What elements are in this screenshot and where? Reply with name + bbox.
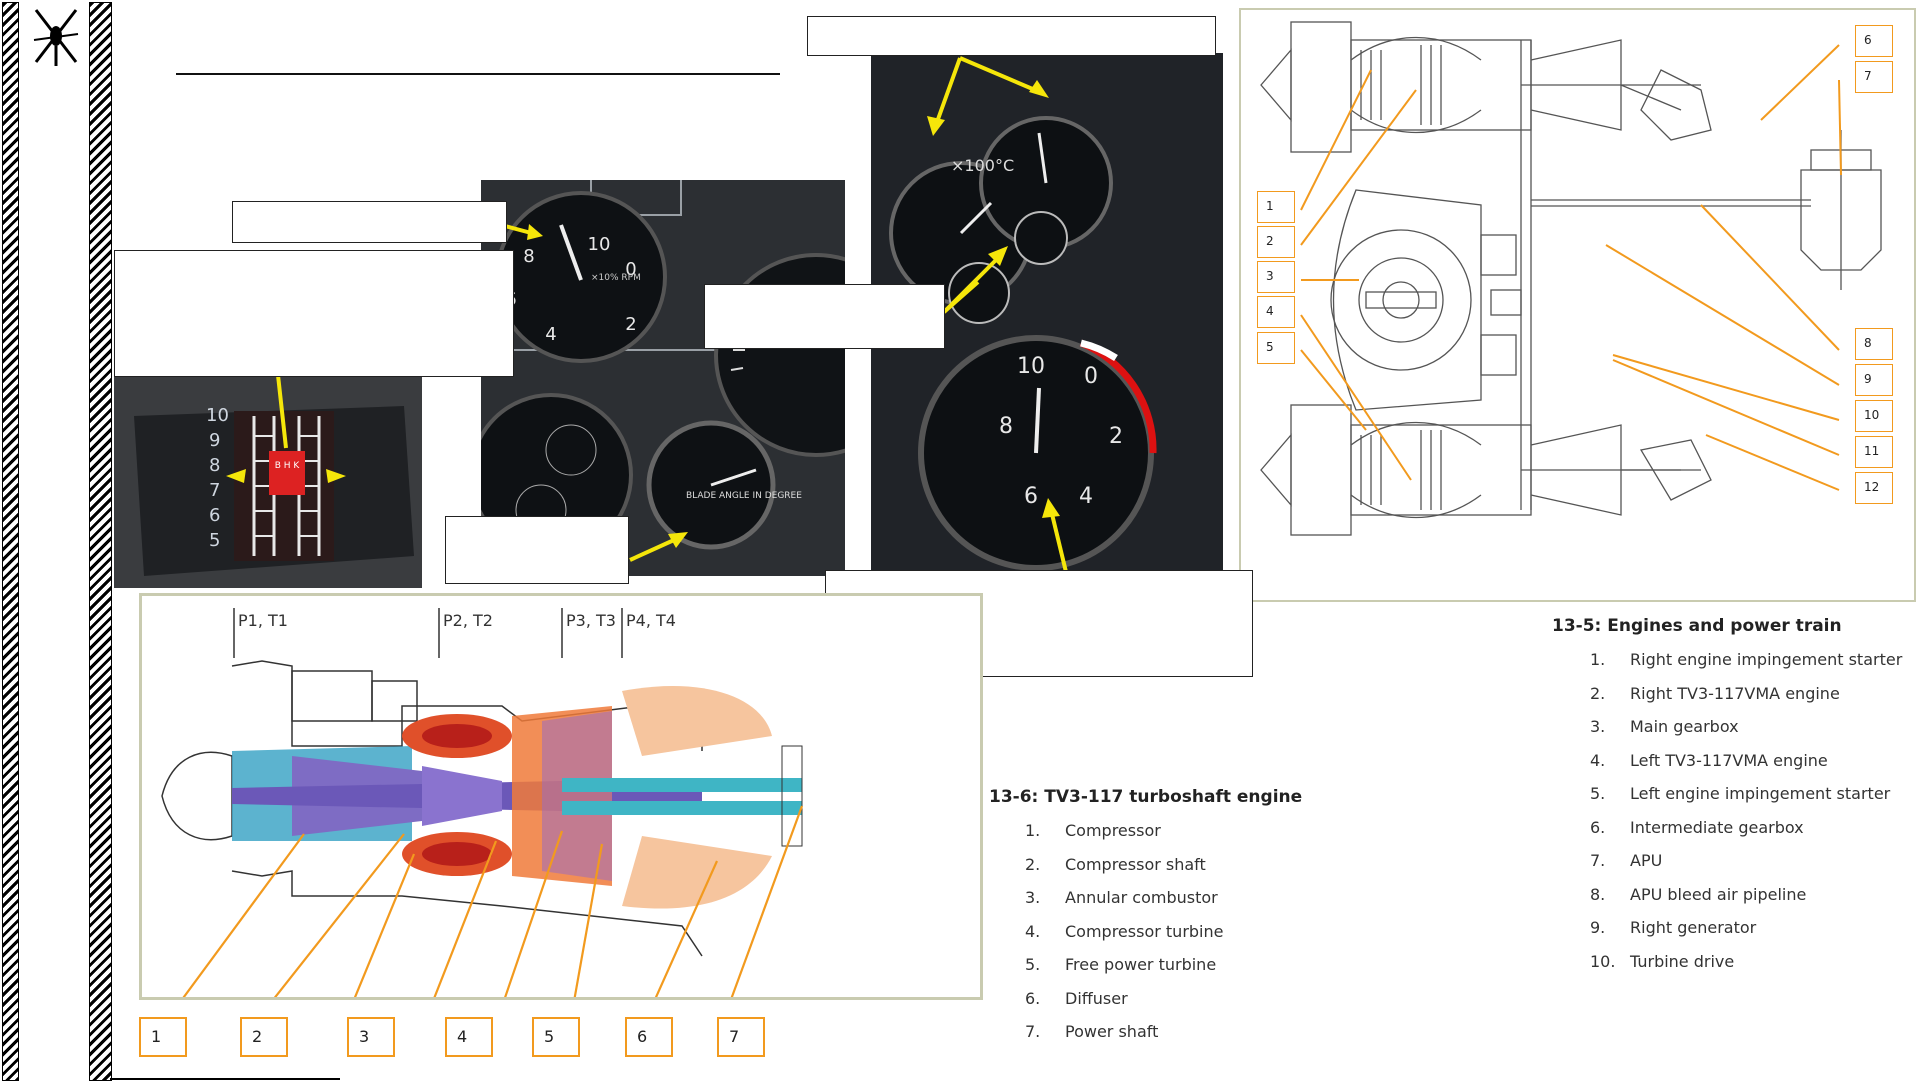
rotor-panel-photo: 4 6 8 10 0 2 ×10% RPM BLADE ANGLE IN DEG…: [481, 180, 845, 576]
powertrain-callout-2: 2: [1257, 226, 1295, 258]
powertrain-callout-1: 1: [1257, 191, 1295, 223]
turboshaft-callout-4: 4: [445, 1017, 493, 1057]
rpm-tick: 2: [625, 314, 636, 335]
list-item: 9. Right generator: [1590, 918, 1757, 937]
ladder-tick: 10: [206, 405, 229, 426]
list-item: 10. Turbine drive: [1590, 951, 1735, 971]
list-item: 5. Free power turbine: [1025, 955, 1217, 974]
list-item: 2. Right TV3-117VMA engine: [1590, 683, 1840, 703]
turboshaft-caption: 13-6: TV3-117 turboshaft engine: [989, 787, 1303, 807]
list-item: 4. Left TV3-117VMA engine: [1590, 750, 1828, 770]
list-item: 7. APU: [1590, 851, 1663, 870]
collective-pitch-ladder-photo: B H K 10 9 8 7 6 5: [114, 376, 422, 588]
ladder-tick: 5: [209, 530, 220, 551]
left-hatched-border: [2, 2, 19, 1081]
turboshaft-callout-1: 1: [139, 1017, 187, 1057]
list-item: 3. Annular combustor: [1025, 888, 1218, 907]
turboshaft-callout-3: 3: [347, 1017, 395, 1057]
turboshaft-diagram: P1, T1 P2, T2 P3, T3 P4, T4: [139, 593, 983, 1025]
ladder-tick: 7: [209, 480, 220, 501]
ladder-marker: B H K: [275, 461, 301, 471]
rpm-tick: 4: [545, 324, 556, 345]
list-item: 1. Compressor: [1025, 821, 1161, 840]
svg-text:10: 10: [1017, 354, 1045, 379]
label-box: [704, 284, 945, 349]
svg-text:0: 0: [1084, 364, 1098, 389]
label-box: [445, 516, 629, 584]
list-item: 6. Diffuser: [1025, 988, 1128, 1008]
helicopter-logo-icon: [32, 4, 80, 68]
ladder-tick: 6: [209, 505, 220, 526]
pointer-arrows-secondary: [938, 238, 1018, 318]
list-item: 4. Compressor turbine: [1025, 921, 1224, 941]
powertrain-callout-4: 4: [1257, 296, 1295, 328]
list-item: 5. Left engine impingement starter: [1590, 784, 1891, 803]
station-label: P4, T4: [626, 611, 676, 630]
bottom-rule: [110, 1078, 340, 1080]
ladder-tick: 8: [209, 455, 220, 476]
svg-text:8: 8: [999, 414, 1013, 439]
rpm-tick: 10: [588, 234, 611, 255]
list-item: 3. Main gearbox: [1590, 717, 1739, 736]
pointer-arrow-blade-angle: [628, 530, 690, 564]
list-item: 7. Power shaft: [1025, 1022, 1159, 1041]
turboshaft-callout-2: 2: [240, 1017, 288, 1057]
powertrain-list: 1. Right engine impingement starter 2. Rig…: [1590, 650, 1920, 985]
turboshaft-callout-6: 6: [625, 1017, 673, 1057]
powertrain-callout-11: 11: [1855, 436, 1893, 468]
station-label: P2, T2: [443, 611, 493, 630]
pointer-arrow-rpm: [1040, 496, 1070, 573]
powertrain-caption: 13-5: Engines and power train: [1552, 616, 1842, 636]
pointer-arrows-temp: [925, 52, 1055, 142]
svg-text:4: 4: [1079, 484, 1093, 509]
list-item: 2. Compressor shaft: [1025, 854, 1206, 874]
pointer-arrow: [504, 220, 545, 240]
label-box: [807, 16, 1216, 56]
station-label: P1, T1: [238, 611, 288, 630]
list-item: 1. Right engine impingement starter: [1590, 650, 1903, 669]
powertrain-callout-12: 12: [1855, 472, 1893, 504]
label-box: [232, 201, 507, 243]
list-item: 8. APU bleed air pipeline: [1590, 884, 1807, 904]
list-item: 6. Intermediate gearbox: [1590, 817, 1804, 837]
engine-gauges-photo: ×100°C 10 0 2 4 6 8: [871, 53, 1223, 572]
station-label: P3, T3: [566, 611, 616, 630]
svg-text:2: 2: [1109, 424, 1123, 449]
powertrain-callout-9: 9: [1855, 364, 1893, 396]
turboshaft-list: 1. Compressor 2. Compressor shaft 3. Annula…: [1025, 821, 1265, 1056]
powertrain-callout-7: 7: [1855, 61, 1893, 93]
rpm-tick: 8: [523, 246, 534, 267]
ladder-tick: 9: [209, 430, 220, 451]
powertrain-callout-3: 3: [1257, 261, 1295, 293]
rpm-unit-label: ×10% RPM: [591, 273, 641, 283]
powertrain-callout-6: 6: [1855, 25, 1893, 57]
label-box: [114, 250, 514, 377]
rpm-tick: 0: [625, 259, 636, 280]
title-underline: [176, 73, 780, 75]
powertrain-callout-10: 10: [1855, 400, 1893, 432]
blade-angle-label: BLADE ANGLE IN DEGREE: [686, 491, 802, 501]
powertrain-diagram: [1239, 8, 1916, 602]
powertrain-callout-5: 5: [1257, 332, 1295, 364]
temp-unit-label: ×100°C: [951, 156, 1014, 175]
powertrain-callout-8: 8: [1855, 328, 1893, 360]
svg-text:6: 6: [1024, 484, 1038, 509]
left-hatched-border-inner: [89, 2, 112, 1081]
turboshaft-callout-5: 5: [532, 1017, 580, 1057]
turboshaft-callout-7: 7: [717, 1017, 765, 1057]
